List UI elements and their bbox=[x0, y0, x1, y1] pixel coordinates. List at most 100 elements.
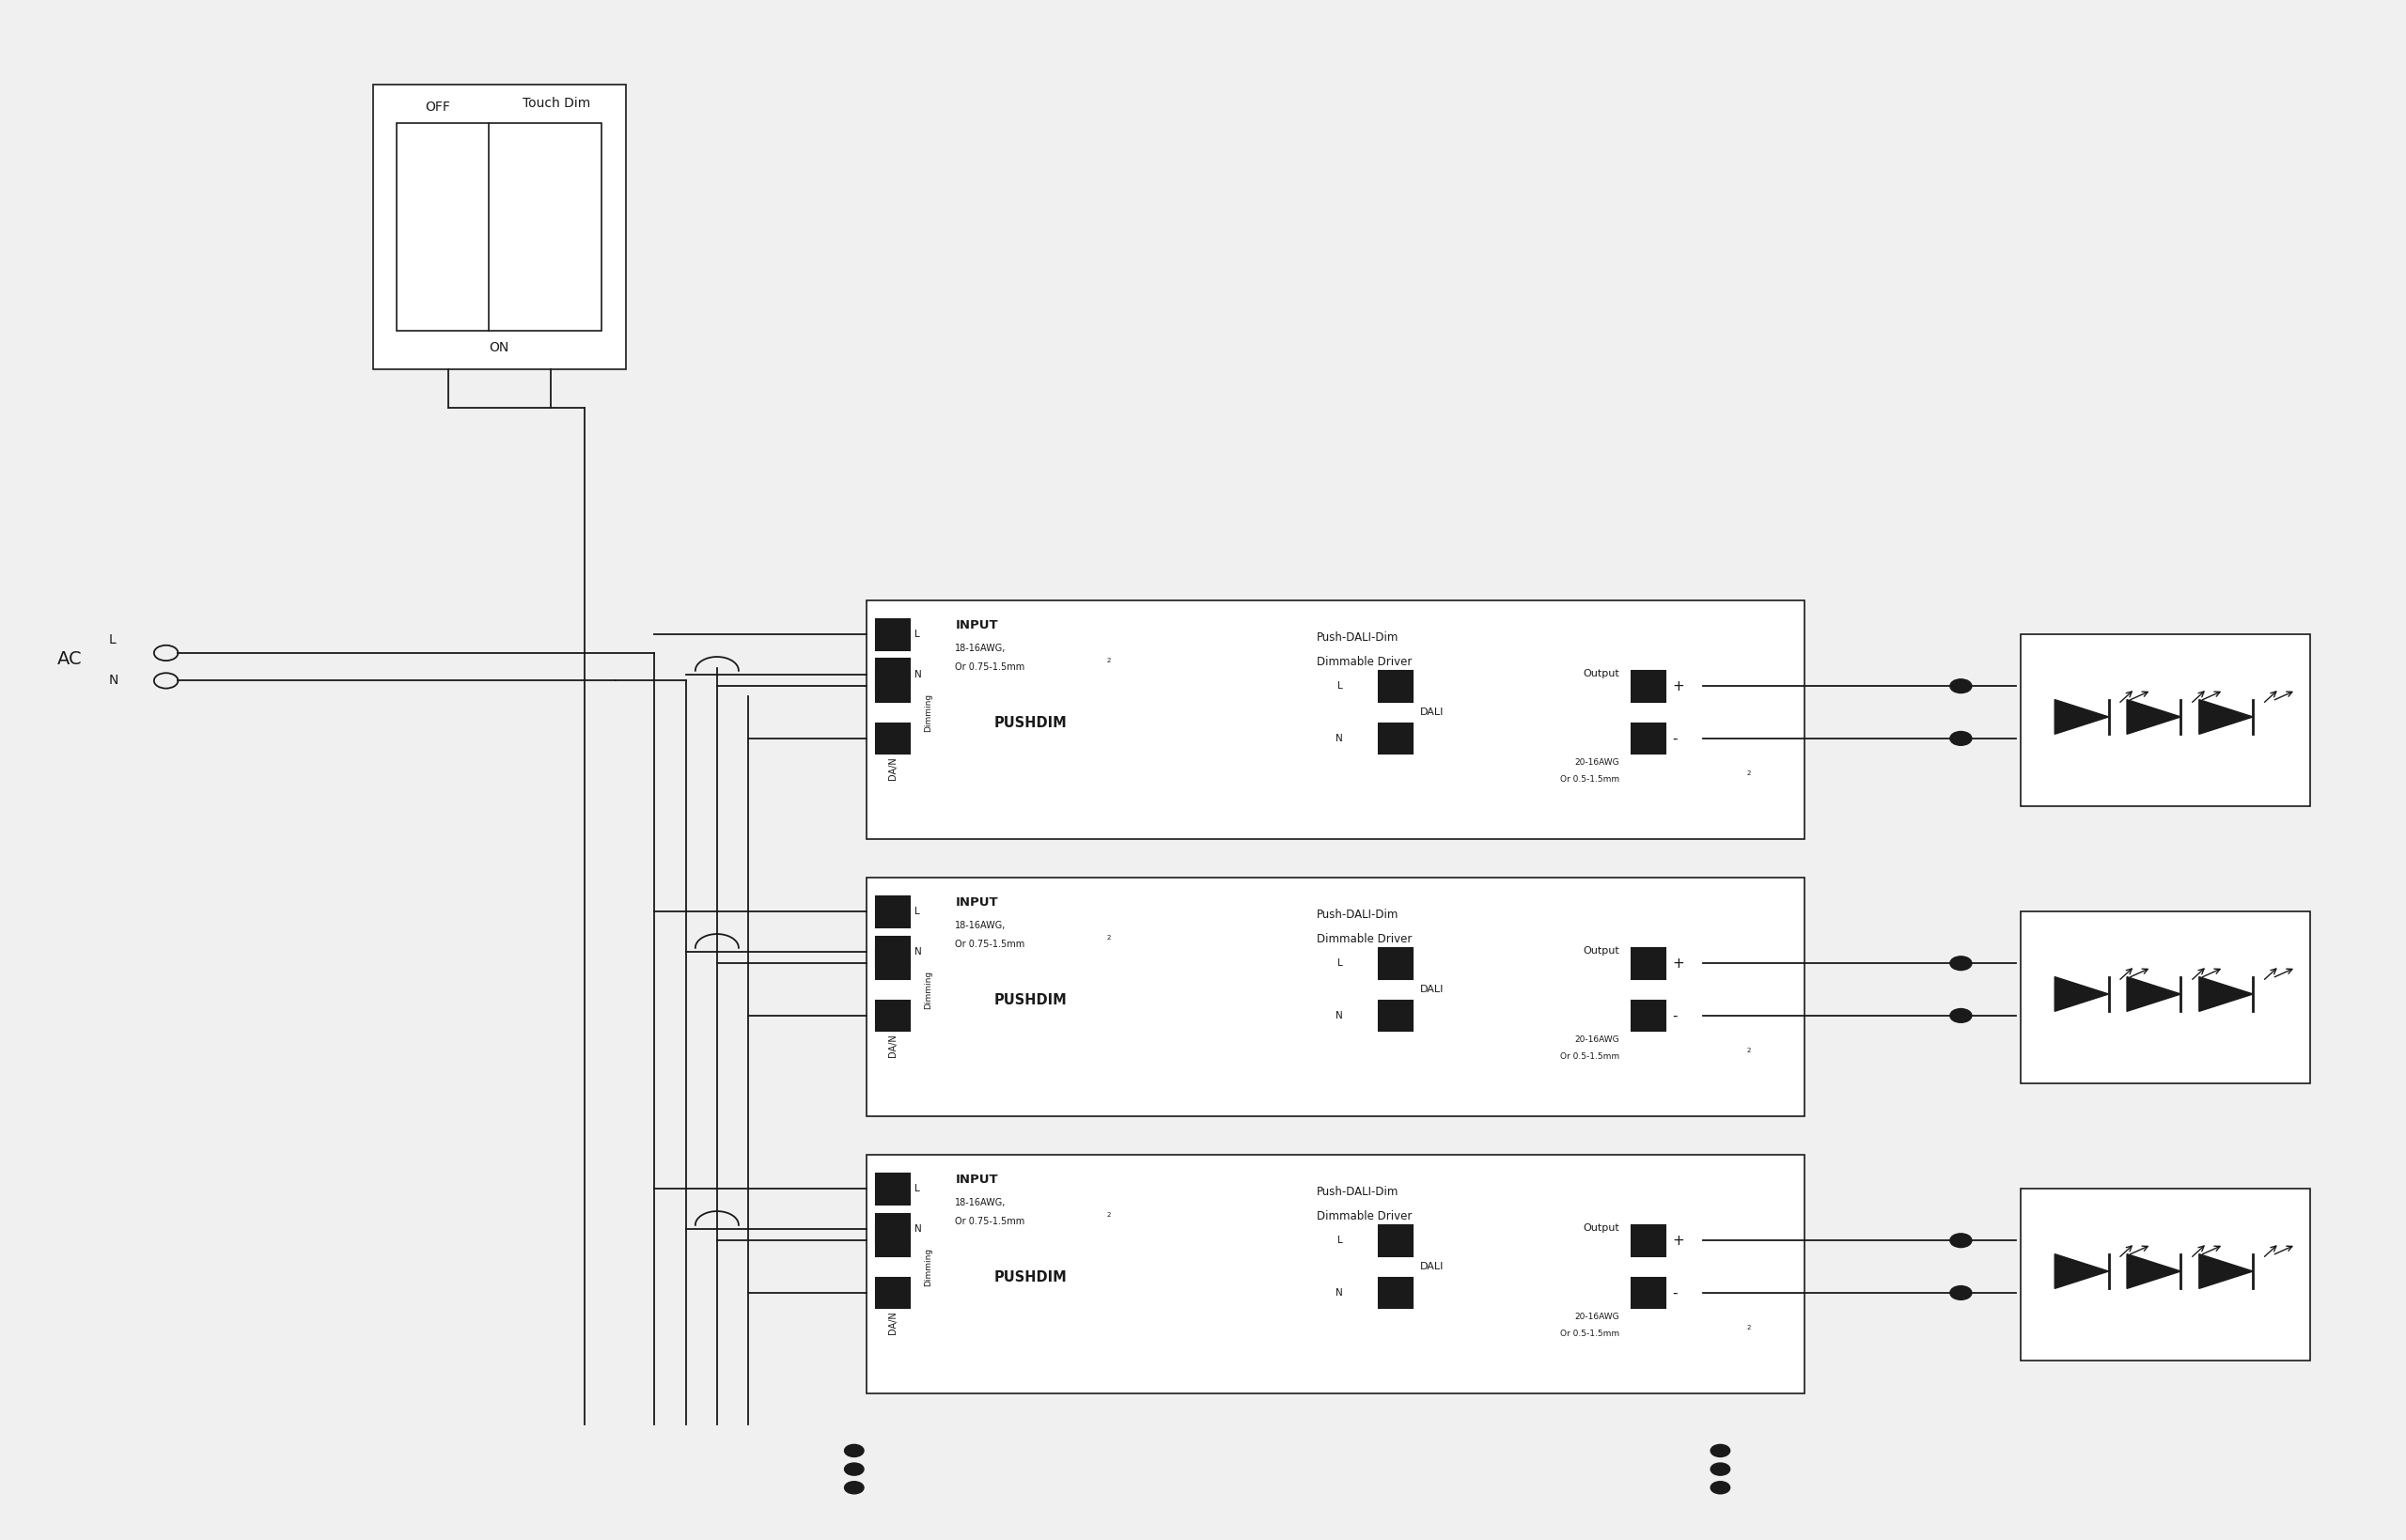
Bar bbox=[876, 659, 909, 690]
Text: 20-16AWG: 20-16AWG bbox=[1574, 759, 1619, 767]
Text: PUSHDIM: PUSHDIM bbox=[994, 1270, 1066, 1284]
Text: Output: Output bbox=[1583, 946, 1619, 955]
Bar bbox=[876, 1214, 909, 1244]
Text: Or 0.5-1.5mm: Or 0.5-1.5mm bbox=[1559, 1331, 1619, 1338]
Text: Or 0.5-1.5mm: Or 0.5-1.5mm bbox=[1559, 776, 1619, 784]
Text: N: N bbox=[1335, 1010, 1343, 1021]
Bar bbox=[876, 936, 909, 967]
Text: -: - bbox=[1672, 732, 1677, 745]
Polygon shape bbox=[2199, 976, 2252, 1012]
Circle shape bbox=[845, 1445, 864, 1457]
Circle shape bbox=[1949, 1009, 1971, 1023]
Bar bbox=[876, 1278, 909, 1309]
Text: DA/L: DA/L bbox=[888, 1173, 897, 1195]
Text: +: + bbox=[1672, 679, 1684, 693]
Text: DA/N: DA/N bbox=[888, 1312, 897, 1335]
Bar bbox=[1379, 671, 1412, 702]
Bar bbox=[1631, 1001, 1665, 1032]
Bar bbox=[1379, 1226, 1412, 1257]
Text: 2: 2 bbox=[1747, 772, 1752, 776]
Bar bbox=[1631, 671, 1665, 702]
Text: Dimmable Driver: Dimmable Driver bbox=[1316, 656, 1412, 668]
Text: Dimmable Driver: Dimmable Driver bbox=[1316, 1210, 1412, 1223]
Text: -: - bbox=[1672, 1286, 1677, 1300]
Text: DALI: DALI bbox=[1420, 1261, 1444, 1272]
Bar bbox=[1379, 1001, 1412, 1032]
Bar bbox=[1631, 1226, 1665, 1257]
Bar bbox=[876, 724, 909, 755]
Text: AC: AC bbox=[58, 650, 82, 668]
Text: Or 0.75-1.5mm: Or 0.75-1.5mm bbox=[955, 939, 1025, 949]
Text: Push-DALI-Dim: Push-DALI-Dim bbox=[1316, 1186, 1398, 1198]
Text: PUSHDIM: PUSHDIM bbox=[994, 993, 1066, 1007]
Text: Dimming: Dimming bbox=[924, 1247, 934, 1286]
Polygon shape bbox=[2055, 699, 2108, 735]
Text: Output: Output bbox=[1583, 1223, 1619, 1232]
Text: L: L bbox=[914, 907, 919, 916]
Text: Dimming: Dimming bbox=[924, 970, 934, 1009]
Text: DA/N: DA/N bbox=[888, 1035, 897, 1058]
Circle shape bbox=[845, 1481, 864, 1494]
Text: -: - bbox=[1672, 1009, 1677, 1023]
Bar bbox=[2021, 634, 2310, 805]
Text: 2: 2 bbox=[1107, 1212, 1112, 1218]
Text: L: L bbox=[1338, 1235, 1343, 1246]
Text: 20-16AWG: 20-16AWG bbox=[1574, 1035, 1619, 1044]
Text: L: L bbox=[1338, 681, 1343, 691]
Polygon shape bbox=[2127, 976, 2180, 1012]
Text: Dimming: Dimming bbox=[924, 693, 934, 732]
Bar bbox=[876, 671, 909, 702]
Text: L: L bbox=[1338, 958, 1343, 969]
Circle shape bbox=[1949, 956, 1971, 970]
Text: 2: 2 bbox=[1107, 935, 1112, 941]
Text: L: L bbox=[108, 633, 115, 647]
Text: +: + bbox=[1672, 956, 1684, 970]
Text: INPUT: INPUT bbox=[955, 1173, 998, 1186]
Text: ON: ON bbox=[488, 340, 510, 354]
Text: Or 0.75-1.5mm: Or 0.75-1.5mm bbox=[955, 662, 1025, 671]
Bar bbox=[876, 896, 909, 927]
Polygon shape bbox=[2127, 699, 2180, 735]
Text: L: L bbox=[914, 1184, 919, 1194]
Bar bbox=[2021, 912, 2310, 1083]
Text: Or 0.75-1.5mm: Or 0.75-1.5mm bbox=[955, 1217, 1025, 1226]
Text: 2: 2 bbox=[1747, 1324, 1752, 1331]
Bar bbox=[866, 878, 1804, 1116]
Polygon shape bbox=[2199, 699, 2252, 735]
Text: Push-DALI-Dim: Push-DALI-Dim bbox=[1316, 631, 1398, 644]
Bar bbox=[1379, 947, 1412, 979]
Bar bbox=[876, 1226, 909, 1257]
Circle shape bbox=[1949, 1286, 1971, 1300]
Text: DA/L: DA/L bbox=[888, 619, 897, 641]
Text: DA/N: DA/N bbox=[888, 758, 897, 781]
Text: 18-16AWG,: 18-16AWG, bbox=[955, 644, 1006, 653]
Bar bbox=[1379, 1278, 1412, 1309]
Text: N: N bbox=[1335, 1287, 1343, 1298]
Text: N: N bbox=[1335, 733, 1343, 744]
Bar bbox=[876, 619, 909, 650]
Bar bbox=[866, 601, 1804, 839]
Text: 18-16AWG,: 18-16AWG, bbox=[955, 1198, 1006, 1207]
Bar bbox=[2021, 1189, 2310, 1360]
Circle shape bbox=[1711, 1463, 1730, 1475]
Text: Touch Dim: Touch Dim bbox=[522, 97, 589, 111]
Text: N: N bbox=[914, 670, 921, 679]
Bar bbox=[1379, 724, 1412, 755]
Polygon shape bbox=[2127, 1254, 2180, 1289]
Circle shape bbox=[1949, 679, 1971, 693]
Bar bbox=[866, 1155, 1804, 1394]
Text: +: + bbox=[1672, 1234, 1684, 1247]
Text: N: N bbox=[108, 675, 118, 687]
Bar bbox=[1631, 1278, 1665, 1309]
Text: Dimmable Driver: Dimmable Driver bbox=[1316, 933, 1412, 946]
Polygon shape bbox=[2055, 1254, 2108, 1289]
Text: PUSHDIM: PUSHDIM bbox=[994, 716, 1066, 730]
Text: 2: 2 bbox=[1747, 1049, 1752, 1053]
Text: DALI: DALI bbox=[1420, 984, 1444, 995]
Text: Output: Output bbox=[1583, 668, 1619, 678]
Circle shape bbox=[1949, 1234, 1971, 1247]
Circle shape bbox=[845, 1463, 864, 1475]
Circle shape bbox=[1711, 1445, 1730, 1457]
Text: INPUT: INPUT bbox=[955, 619, 998, 631]
Text: N: N bbox=[914, 1224, 921, 1234]
